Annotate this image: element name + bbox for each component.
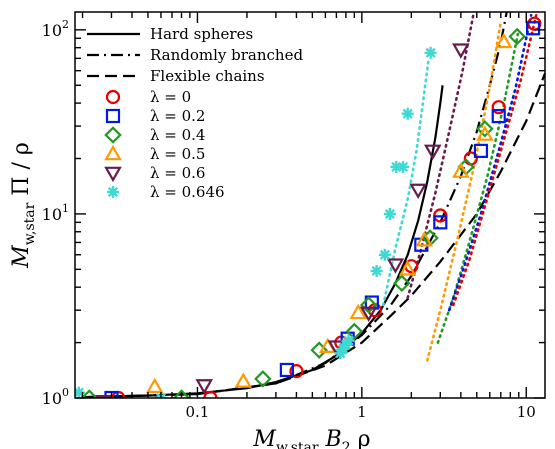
data-point: [397, 160, 410, 173]
tick-labels: 0.1 1 10 100 101 102: [42, 18, 536, 421]
x-tick-label: 0.1: [186, 403, 210, 421]
data-point: [203, 390, 218, 398]
data-point: [452, 43, 470, 59]
data-point: [80, 389, 99, 398]
extrapolation-lambda-0-6: [406, 12, 476, 300]
legend-label: Flexible chains: [150, 67, 265, 85]
x-tick-label: 10: [517, 403, 536, 421]
data-point: [359, 306, 378, 322]
extrapolation-lambda-0-646: [382, 57, 430, 307]
legend-label: Randomly branched: [150, 46, 303, 64]
extrapolation-lambda-0-4: [436, 32, 520, 344]
data-point: [234, 372, 253, 388]
data-point: [345, 322, 364, 341]
legend-marker-0-2: [105, 108, 121, 124]
data-point: [423, 144, 442, 161]
data-point: [476, 120, 494, 138]
data-point: [289, 364, 304, 379]
legend-label: λ = 0.6: [150, 164, 205, 182]
x-tick-label: 1: [357, 403, 367, 421]
series-lambda-0-4: [80, 27, 526, 398]
y-axis-label: Mw,star Π / ρ: [9, 142, 38, 269]
data-point: [415, 231, 434, 247]
legend-label: Hard spheres: [150, 25, 253, 43]
data-point: [409, 183, 427, 200]
y-tick-label: 100: [42, 386, 69, 408]
data-point: [433, 215, 448, 230]
data-point: [491, 108, 506, 124]
curve-hard-spheres: [82, 85, 444, 398]
legend-marker-0-4: [104, 126, 122, 144]
data-point: [473, 143, 489, 158]
data-point: [383, 207, 396, 220]
curve-randomly-branched: [82, 12, 508, 398]
data-point: [349, 303, 367, 320]
data-point: [195, 379, 214, 395]
data-point: [398, 260, 417, 276]
legend-marker-0-6: [104, 166, 122, 183]
data-point: [386, 258, 405, 274]
data-point: [279, 362, 294, 378]
legend-label: λ = 0.4: [150, 126, 205, 144]
data-point: [370, 264, 383, 277]
axis-ticks: [75, 12, 545, 399]
legend: Hard spheres Randomly branched Flexible ch…: [87, 25, 303, 201]
data-point: [424, 46, 437, 59]
legend-label: λ = 0.2: [150, 107, 205, 125]
legend-marker-0-5: [104, 144, 122, 161]
data-point: [401, 107, 414, 120]
legend-label: λ = 0.646: [150, 183, 225, 201]
data-point: [491, 100, 506, 115]
data-point: [172, 389, 191, 398]
data-points: [75, 16, 542, 398]
data-point: [452, 162, 470, 178]
data-point: [508, 27, 526, 46]
data-point: [95, 394, 113, 398]
data-point: [525, 21, 541, 36]
y-tick-label: 101: [42, 202, 69, 224]
extrapolation-lambda-0-5: [426, 20, 503, 362]
extrapolation-lambda-0-2: [447, 14, 533, 312]
data-point: [359, 296, 378, 314]
data-point: [145, 377, 164, 394]
legend-label: λ = 0.5: [150, 145, 205, 163]
series-lambda-0-6: [95, 43, 470, 398]
series-lambda-0-5: [145, 32, 513, 394]
data-point: [378, 248, 391, 261]
x-axis-label: Mw,star B2 ρ: [252, 427, 370, 449]
legend-marker-0-646: [107, 186, 119, 198]
extrapolation-curves: [382, 12, 538, 362]
series-lambda-0-646: [75, 46, 437, 398]
data-point: [254, 370, 272, 388]
legend-marker-0: [105, 89, 121, 105]
plot-frame: [74, 11, 546, 399]
data-point: [476, 125, 494, 141]
legend-label: λ = 0: [150, 88, 191, 106]
y-tick-label: 102: [42, 18, 69, 40]
data-point: [393, 274, 411, 293]
data-point: [342, 334, 355, 347]
data-point: [494, 32, 513, 49]
